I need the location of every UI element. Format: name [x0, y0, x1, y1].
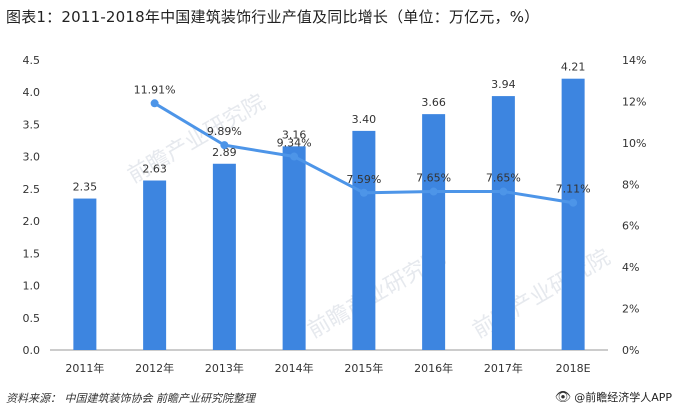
bar [422, 114, 446, 350]
bar [352, 130, 376, 350]
y-left-tick-label: 1.5 [23, 247, 41, 260]
x-tick-label: 2017年 [484, 361, 523, 375]
growth-value-label: 11.91% [134, 83, 176, 96]
brand-credit: 👁 @前瞻经济学人APP [555, 389, 672, 405]
growth-line [150, 99, 578, 207]
axes: 0.0 0.5 1.0 1.5 2.0 2.5 3.0 3.5 4.0 4.5 0% 2% 4% 6% 8%… [23, 54, 647, 375]
x-tick-label: 2011年 [65, 361, 104, 375]
bars [73, 78, 585, 350]
bar-value-label: 4.21 [561, 61, 586, 74]
y-right-tick-label: 10% [622, 137, 646, 150]
y-left-tick-label: 0.5 [23, 312, 41, 325]
bar-value-label: 3.40 [352, 113, 377, 126]
growth-value-label: 7.59% [346, 173, 381, 186]
bar [561, 78, 585, 350]
growth-point [569, 198, 578, 207]
bar-value-label: 3.94 [491, 78, 516, 91]
x-tick-label: 2013年 [205, 361, 244, 375]
y-right-tick-label: 8% [622, 178, 639, 191]
y-right-tick-label: 4% [622, 261, 639, 274]
y-left-tick-label: 3.0 [23, 151, 41, 164]
y-left-tick-label: 0.0 [23, 344, 41, 357]
source-note: 资料来源： 中国建筑装饰协会 前瞻产业研究院整理 [6, 392, 255, 405]
growth-point [429, 187, 438, 196]
x-tick-label: 2016年 [414, 361, 453, 375]
y-left-tick-label: 4.0 [23, 86, 41, 99]
bar [491, 96, 515, 350]
brand-label: @前瞻经济学人APP [574, 391, 672, 404]
y-right-tick-label: 2% [622, 303, 639, 316]
x-tick-label: 2018E [556, 362, 591, 375]
bar-value-label: 3.66 [421, 96, 446, 109]
growth-point [220, 141, 229, 150]
growth-value-label: 7.11% [556, 183, 591, 196]
growth-point [359, 188, 368, 197]
bar-labels: 2.35 2.63 2.89 3.16 3.40 3.66 3.94 4.21 [73, 61, 586, 194]
bar [282, 146, 306, 350]
growth-point [290, 152, 299, 161]
y-left-tick-label: 3.5 [23, 118, 41, 131]
chart-title: 图表1：2011-2018年中国建筑装饰行业产值及同比增长（单位：万亿元，%） [6, 8, 540, 26]
line-labels: 11.91% 9.89% 9.34% 7.59% 7.65% 7.65% 7.11% [134, 83, 591, 195]
growth-value-label: 9.34% [277, 137, 312, 150]
growth-value-label: 7.65% [486, 172, 521, 185]
bar-value-label: 3.16 [282, 128, 307, 141]
eye-logo-icon: 👁 [554, 389, 572, 405]
x-tick-label: 2012年 [135, 361, 174, 375]
y-left-tick-label: 4.5 [23, 54, 41, 67]
watermark-text: 前瞻产业研究院 [469, 245, 615, 344]
y-right-tick-label: 12% [622, 95, 646, 108]
y-left-tick-label: 2.0 [23, 215, 41, 228]
y-left-tick-label: 2.5 [23, 183, 41, 196]
bar [143, 180, 167, 350]
y-right-tick-label: 0% [622, 344, 639, 357]
growth-point [499, 187, 508, 196]
bar-value-label: 2.35 [73, 181, 98, 194]
growth-value-label: 7.65% [416, 172, 451, 185]
x-tick-label: 2014年 [275, 361, 314, 375]
bar-value-label: 2.89 [212, 146, 237, 159]
bar-value-label: 2.63 [142, 163, 167, 176]
x-tick-label: 2015年 [344, 361, 383, 375]
bar [212, 163, 236, 350]
y-right-tick-label: 6% [622, 220, 639, 233]
bar [73, 198, 97, 350]
growth-point [150, 99, 159, 108]
y-left-tick-label: 1.0 [23, 280, 41, 293]
growth-value-label: 9.89% [207, 125, 242, 138]
y-right-tick-label: 14% [622, 54, 646, 67]
